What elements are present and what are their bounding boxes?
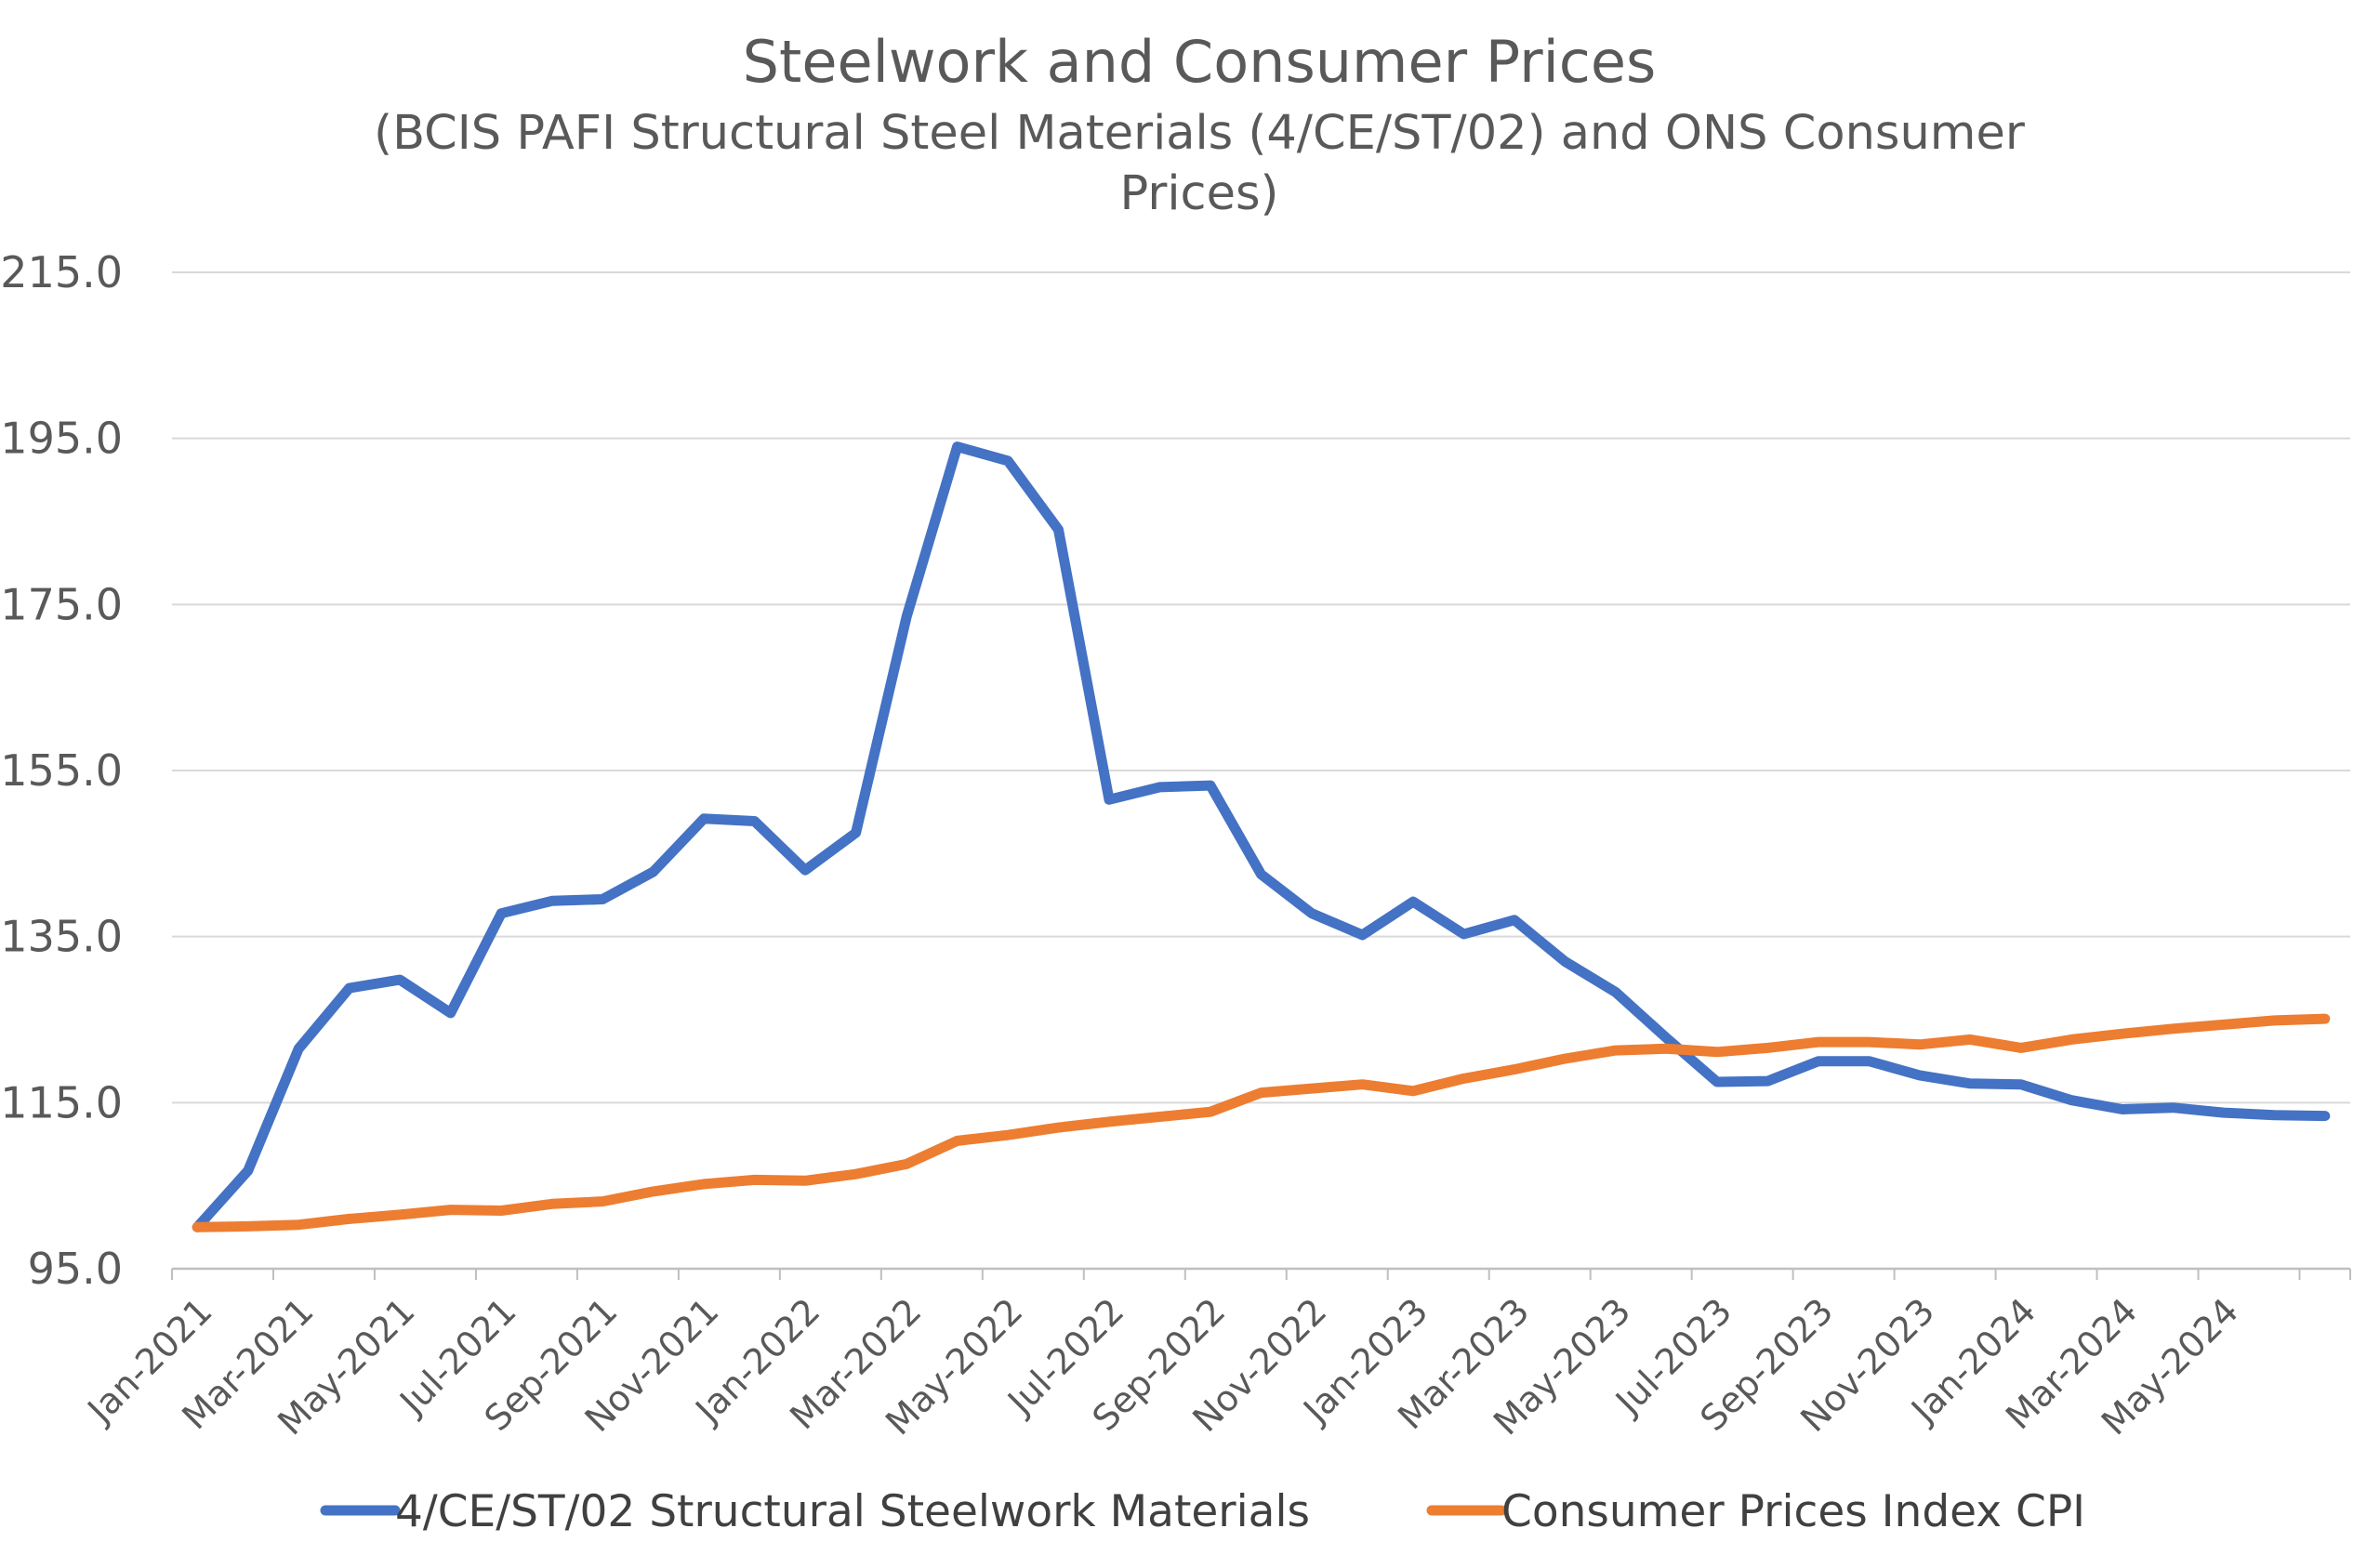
y-tick-label: 95.0 [28, 1244, 123, 1294]
legend-item-steelwork[interactable]: 4/CE/ST/02 Structural Steelwork Material… [320, 1486, 1310, 1537]
legend-item-cpi[interactable]: Consumer Prices Index CPI [1426, 1486, 2085, 1537]
gridlines [172, 271, 2350, 1271]
y-tick-label: 215.0 [0, 247, 123, 297]
x-axis [171, 1269, 2351, 1280]
chart-subtitle-line-2: Prices) [1120, 166, 1279, 221]
series-line-cpi[interactable] [192, 1013, 2331, 1232]
y-tick-label: 155.0 [0, 745, 123, 796]
legend-label-cpi: Consumer Prices Index CPI [1501, 1486, 2085, 1537]
y-tick-label: 115.0 [0, 1077, 123, 1127]
chart-title: Steelwork and Consumer Prices [743, 28, 1657, 96]
y-tick-label: 175.0 [0, 579, 123, 629]
x-axis-tick-labels: Jan-2021Mar-2021May-2021Jul-2021Sep-2021… [79, 1290, 2247, 1443]
y-tick-label: 195.0 [0, 414, 123, 464]
y-axis-tick-labels: 95.0 115.0 135.0 155.0 175.0 195.0 215.0 [0, 247, 123, 1294]
y-tick-label: 135.0 [0, 912, 123, 962]
legend: 4/CE/ST/02 Structural Steelwork Material… [320, 1486, 2085, 1537]
legend-label-steelwork: 4/CE/ST/02 Structural Steelwork Material… [395, 1486, 1310, 1537]
series-line-steelwork[interactable] [192, 441, 2331, 1232]
chart-subtitle-line-1: (BCIS PAFI Structural Steel Materials (4… [374, 106, 2025, 161]
series-lines [192, 441, 2331, 1232]
